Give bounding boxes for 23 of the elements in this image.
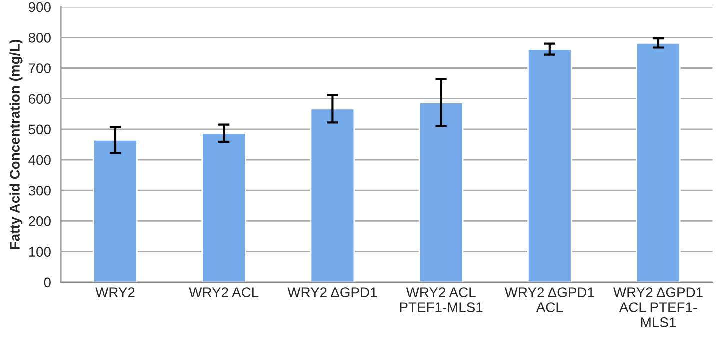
bar xyxy=(527,48,572,282)
y-tick-label: 800 xyxy=(28,32,51,43)
y-tick-label: 900 xyxy=(28,2,51,12)
y-axis-title: Fatty Acid Concentration (mg/L) xyxy=(10,40,23,250)
x-tick-label: WRY2 ΔGPD1 xyxy=(288,288,378,298)
bar xyxy=(310,108,356,282)
x-tick-label: WRY2 ΔGPD1 ACL xyxy=(504,288,594,312)
y-tick-label: 700 xyxy=(29,64,51,74)
y-tick-label: 400 xyxy=(28,155,51,166)
bar xyxy=(418,102,464,282)
bar xyxy=(202,132,247,282)
y-tick-label: 300 xyxy=(28,186,51,196)
x-tick-label: WRY2 ΔGPD1 ACL PTEF1- MLS1 xyxy=(614,288,703,328)
x-tick-label: WRY2 xyxy=(96,288,135,298)
bar xyxy=(636,42,681,282)
bar xyxy=(93,139,138,282)
x-tick-label: WRY2 ACL PTEF1-MLS1 xyxy=(400,288,483,312)
y-tick-label: 500 xyxy=(28,124,51,135)
x-tick-label: WRY2 ACL xyxy=(189,288,259,298)
y-tick-label: 0 xyxy=(44,278,51,288)
y-tick-label: 600 xyxy=(29,94,51,104)
y-tick-label: 200 xyxy=(29,216,51,226)
y-tick-label: 100 xyxy=(29,247,51,257)
